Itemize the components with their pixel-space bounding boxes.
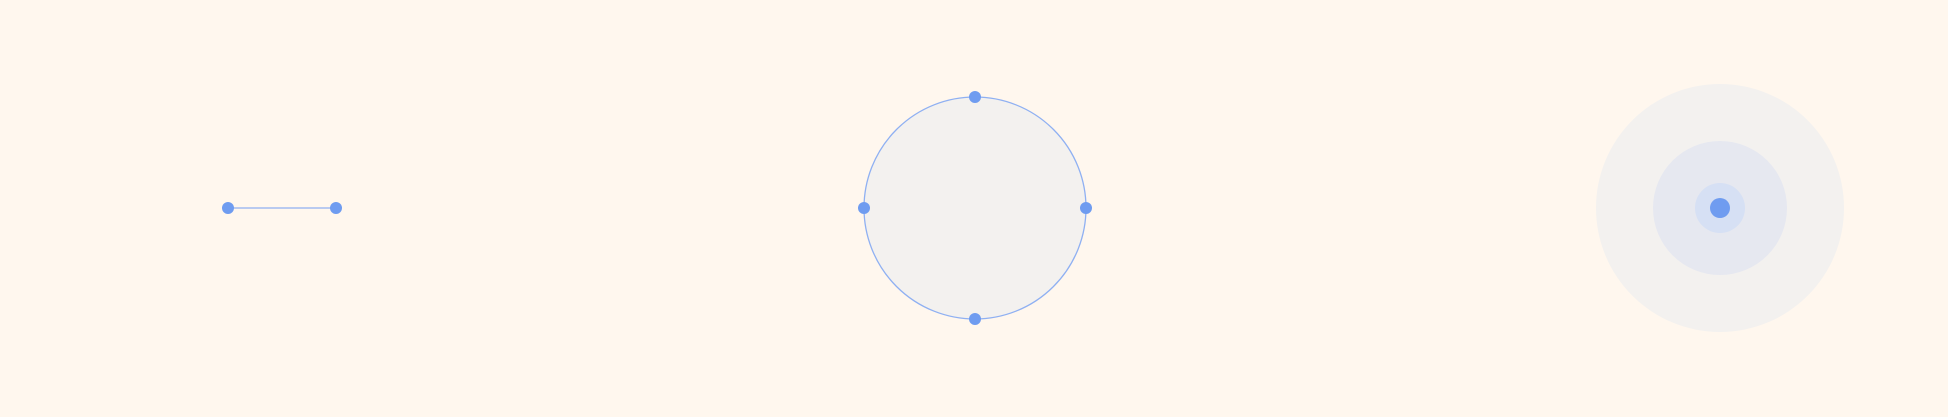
circle-widget[interactable] — [858, 91, 1092, 325]
circle-shape[interactable] — [863, 96, 1087, 320]
line-end-handle[interactable] — [330, 202, 342, 214]
line-start-handle[interactable] — [222, 202, 234, 214]
concentric-point-widget[interactable] — [1596, 84, 1844, 332]
circle-bottom-handle[interactable] — [969, 313, 981, 325]
center-point-handle[interactable] — [1710, 198, 1730, 218]
line-segment-widget[interactable] — [222, 202, 342, 214]
circle-top-handle[interactable] — [969, 91, 981, 103]
circle-right-handle[interactable] — [1080, 202, 1092, 214]
circle-left-handle[interactable] — [858, 202, 870, 214]
